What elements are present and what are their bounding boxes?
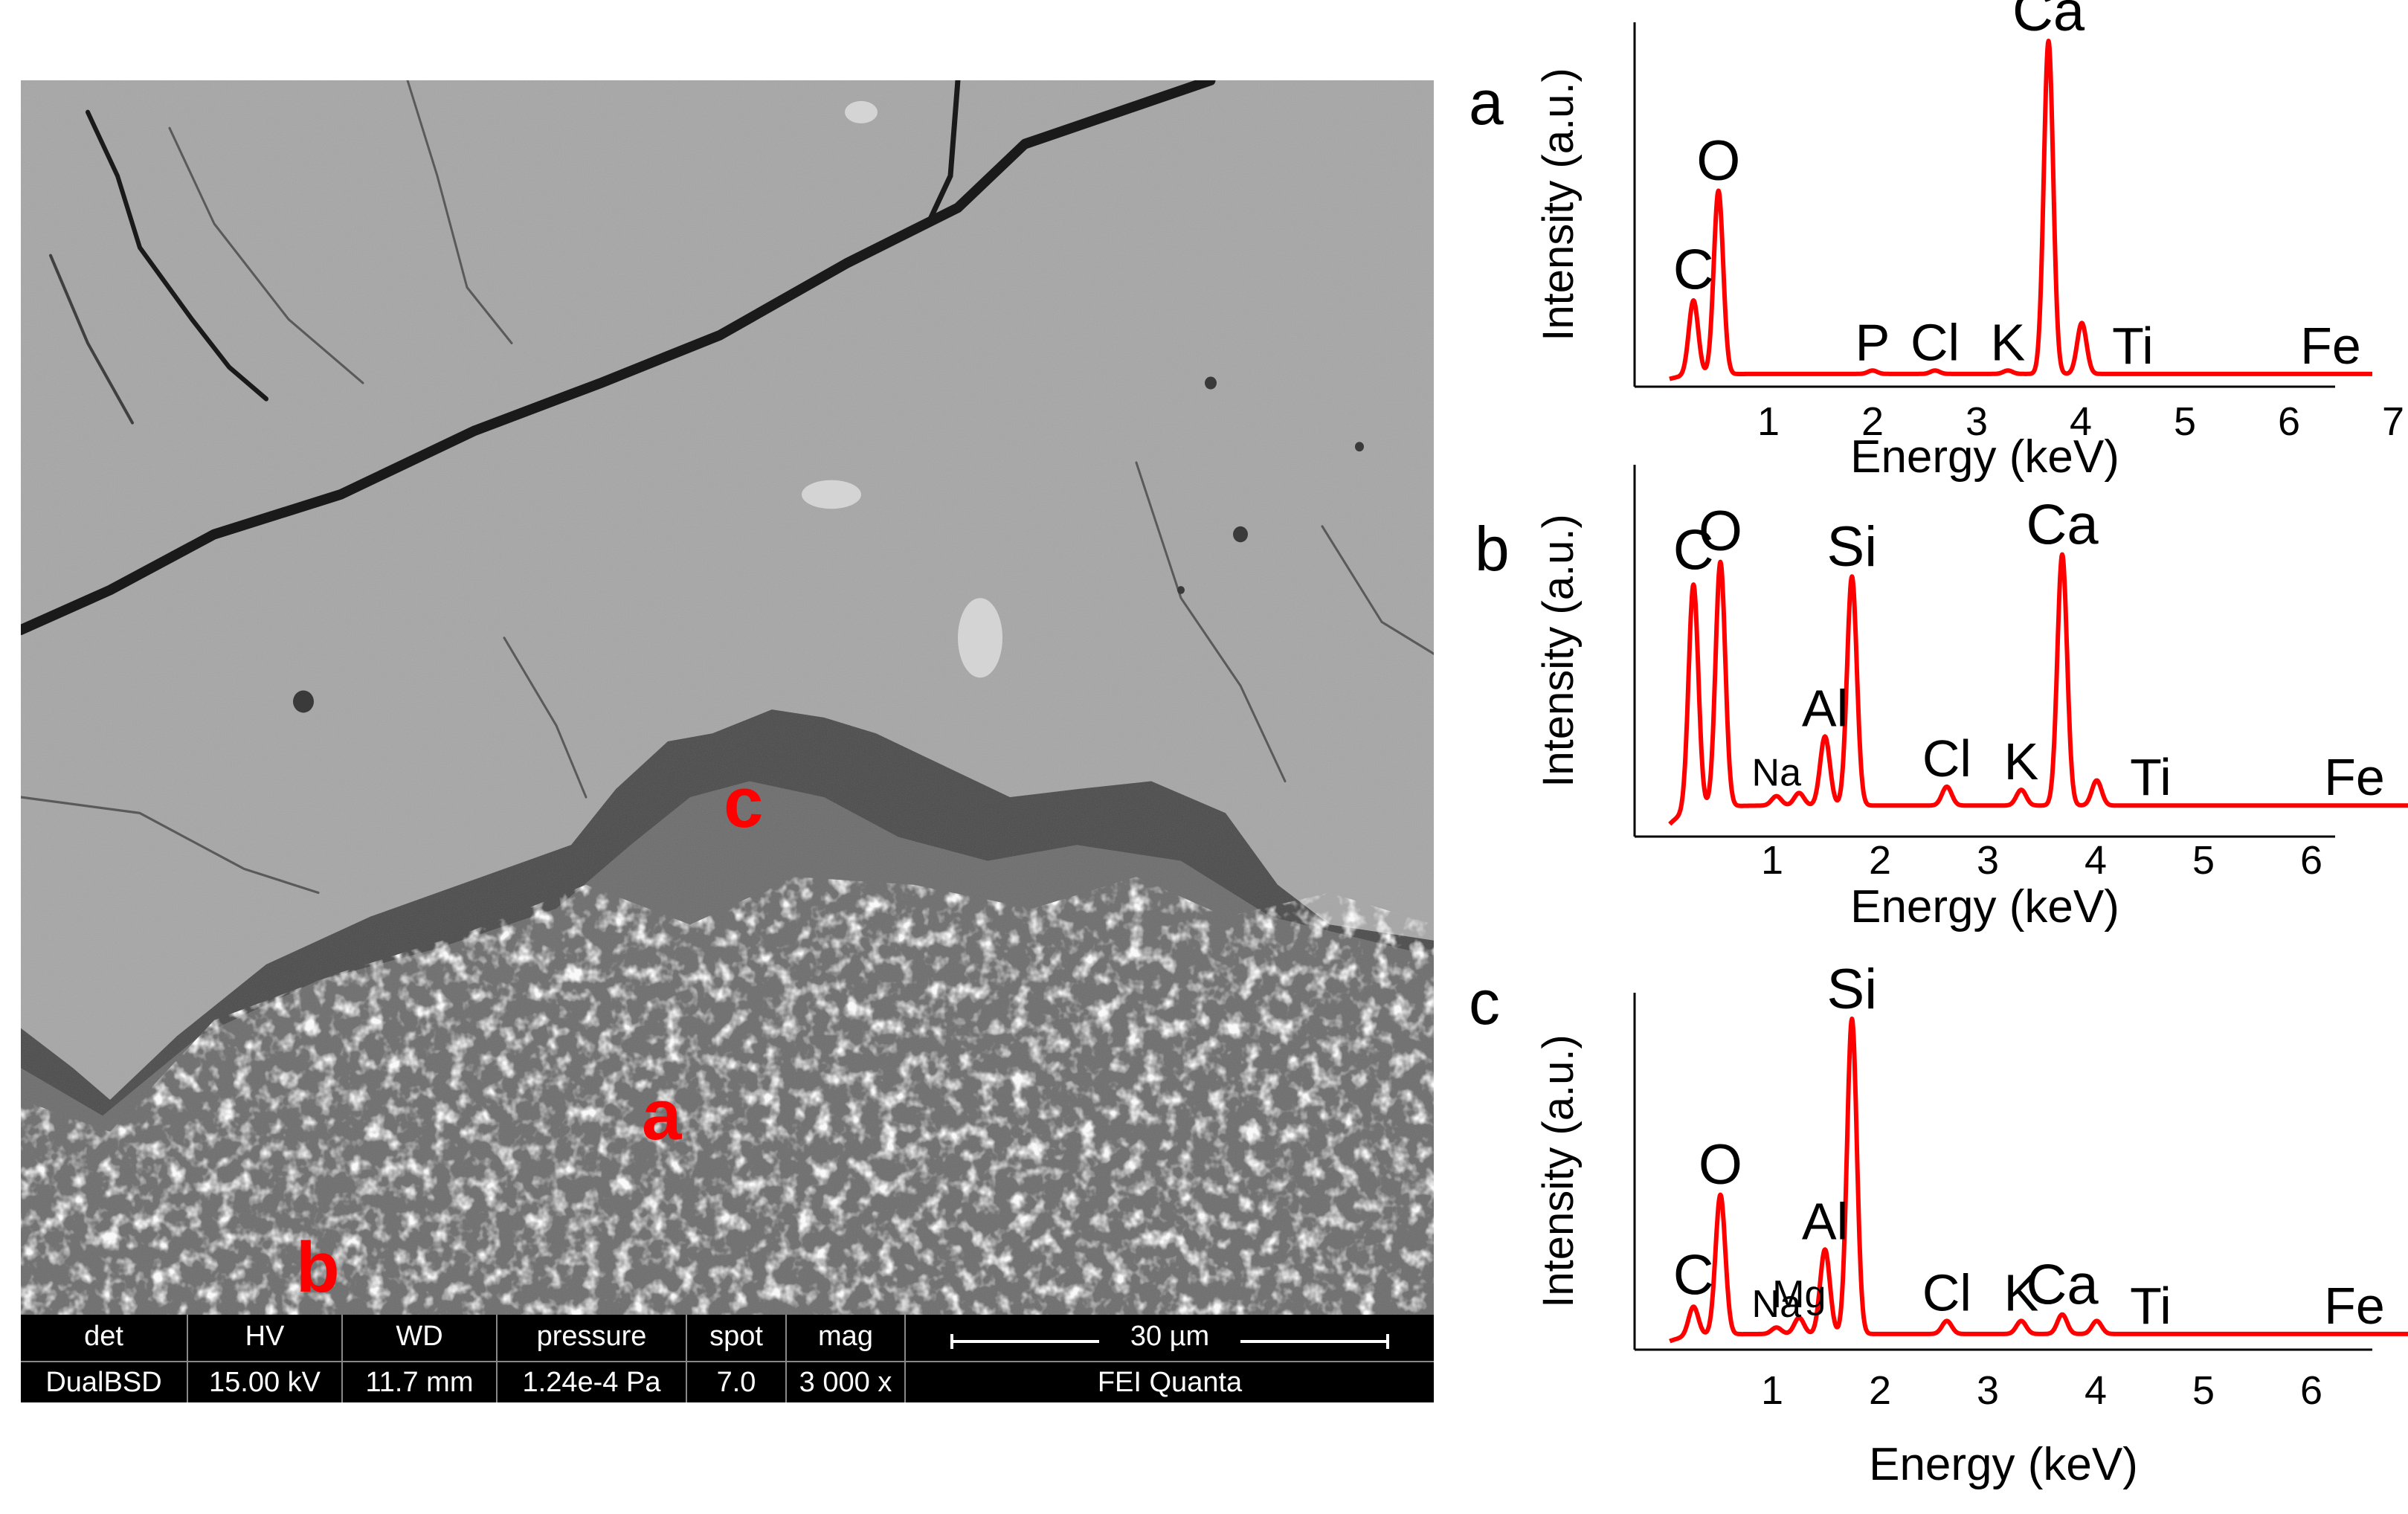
sem-info-bar: det DualBSD HV 15.00 kV WD 11.7 mm press… bbox=[21, 1315, 1434, 1402]
panel-letter-a: a bbox=[1469, 68, 1504, 138]
region-label-c: c bbox=[724, 763, 764, 843]
x-axis-label: Energy (keV) bbox=[1850, 881, 2119, 932]
peak-label-k: K bbox=[2004, 732, 2039, 790]
surface-pits bbox=[293, 376, 1364, 713]
y-axis-label: Intensity (a.u.) bbox=[1534, 68, 1583, 341]
info-pressure: pressure 1.24e-4 Pa bbox=[498, 1315, 687, 1402]
x-tick-label: 5 bbox=[2192, 1368, 2215, 1413]
panel-letter-c: c bbox=[1469, 967, 1500, 1037]
info-spot: spot 7.0 bbox=[687, 1315, 787, 1402]
x-tick-label: 4 bbox=[2085, 1368, 2107, 1413]
scale-label: 30 µm bbox=[1130, 1321, 1210, 1352]
peak-label-ti: Ti bbox=[2130, 748, 2172, 806]
peak-label-o: O bbox=[1696, 129, 1740, 193]
peak-label-fe: Fe bbox=[2324, 748, 2385, 806]
peak-label-al: Al bbox=[1802, 1192, 1848, 1250]
peak-label-cl: Cl bbox=[1922, 729, 1971, 787]
x-tick-label: 3 bbox=[1966, 399, 1988, 444]
pressure-label: pressure bbox=[536, 1321, 647, 1352]
crack-lines bbox=[21, 80, 1434, 895]
spectrum-line bbox=[1668, 1017, 2408, 1344]
x-tick-label: 6 bbox=[2300, 1368, 2322, 1413]
hv-value: 15.00 kV bbox=[188, 1361, 341, 1399]
x-tick-label: 2 bbox=[1869, 1368, 1891, 1413]
y-axis-label: Intensity (a.u.) bbox=[1534, 514, 1583, 787]
x-tick-label: 1 bbox=[1761, 1368, 1783, 1413]
peak-label-fe: Fe bbox=[2324, 1277, 2385, 1335]
x-tick-label: 5 bbox=[2174, 399, 2196, 444]
peak-label-c: C bbox=[1673, 518, 1714, 582]
peak-label-o: O bbox=[1699, 500, 1742, 563]
scale-bar bbox=[950, 1334, 1389, 1349]
region-label-b: b bbox=[296, 1228, 340, 1307]
peak-label-si: Si bbox=[1827, 958, 1878, 1021]
x-tick-label: 1 bbox=[1757, 399, 1780, 444]
x-tick-label: 4 bbox=[2070, 399, 2092, 444]
info-mag: mag 3 000 x bbox=[787, 1315, 906, 1402]
peak-label-cl: Cl bbox=[1922, 1263, 1971, 1321]
peak-label-p: P bbox=[1855, 313, 1890, 371]
peak-label-na: Na bbox=[1752, 752, 1802, 795]
x-tick-label: 2 bbox=[1869, 838, 1891, 883]
peak-label-ca: Ca bbox=[2026, 494, 2099, 557]
hv-label: HV bbox=[245, 1321, 285, 1352]
x-axis-label: Energy (keV) bbox=[1869, 1439, 2138, 1490]
peak-label-o: O bbox=[1699, 1133, 1742, 1196]
det-value: DualBSD bbox=[21, 1361, 187, 1399]
mag-value: 3 000 x bbox=[787, 1361, 904, 1399]
x-tick-label: 7 bbox=[2382, 399, 2404, 444]
info-hv: HV 15.00 kV bbox=[188, 1315, 343, 1402]
peak-label-ti: Ti bbox=[2112, 317, 2154, 375]
x-tick-label: 2 bbox=[1861, 399, 1884, 444]
x-tick-label: 6 bbox=[2278, 399, 2300, 444]
peak-label-ti: Ti bbox=[2130, 1277, 2172, 1335]
spot-value: 7.0 bbox=[687, 1361, 785, 1399]
peak-label-c: C bbox=[1673, 1244, 1714, 1307]
peak-label-fe: Fe bbox=[2300, 317, 2361, 375]
bright-inclusions bbox=[802, 100, 1002, 678]
peak-label-si: Si bbox=[1827, 515, 1878, 579]
x-tick-label: 4 bbox=[2085, 838, 2107, 883]
region-label-a: a bbox=[642, 1075, 682, 1155]
peak-label-mg: Mg bbox=[1772, 1273, 1826, 1316]
x-tick-label: 5 bbox=[2192, 838, 2215, 883]
spectrum-line bbox=[1667, 39, 2375, 381]
peak-label-na: Na bbox=[1752, 1283, 1802, 1326]
sem-micrograph bbox=[21, 80, 1434, 1402]
pressure-value: 1.24e-4 Pa bbox=[498, 1361, 686, 1399]
peak-label-cl: Cl bbox=[1910, 313, 1960, 371]
x-tick-label: 6 bbox=[2300, 838, 2322, 883]
info-wd: WD 11.7 mm bbox=[343, 1315, 498, 1402]
info-det: det DualBSD bbox=[21, 1315, 188, 1402]
peak-label-k: K bbox=[2004, 1263, 2039, 1321]
wd-label: WD bbox=[396, 1321, 443, 1352]
peak-label-al: Al bbox=[1802, 679, 1848, 737]
peak-label-k: K bbox=[1991, 313, 2026, 371]
y-axis-label: Intensity (a.u.) bbox=[1534, 1034, 1583, 1307]
peak-label-c: C bbox=[1673, 238, 1714, 301]
x-tick-label: 3 bbox=[1977, 1368, 1999, 1413]
instrument-name: FEI Quanta bbox=[906, 1361, 1434, 1399]
info-scale: 30 µm FEI Quanta bbox=[906, 1315, 1434, 1402]
det-label: det bbox=[84, 1321, 123, 1352]
x-tick-label: 1 bbox=[1761, 838, 1783, 883]
wd-value: 11.7 mm bbox=[343, 1361, 496, 1399]
peak-label-ca: Ca bbox=[2012, 0, 2085, 43]
spectrum-line bbox=[1668, 552, 2408, 826]
x-axis-label: Energy (keV) bbox=[1850, 431, 2119, 483]
panel-letter-b: b bbox=[1475, 514, 1510, 584]
spot-label: spot bbox=[709, 1321, 763, 1352]
x-tick-label: 3 bbox=[1977, 838, 1999, 883]
eds-spectrum-a: 1 2 3 4 5 6 7 Energy (keV) Intensity (a.u.) CO P Cl… bbox=[1534, 0, 2404, 483]
peak-label-ca: Ca bbox=[2026, 1254, 2099, 1317]
mag-label: mag bbox=[818, 1321, 873, 1352]
